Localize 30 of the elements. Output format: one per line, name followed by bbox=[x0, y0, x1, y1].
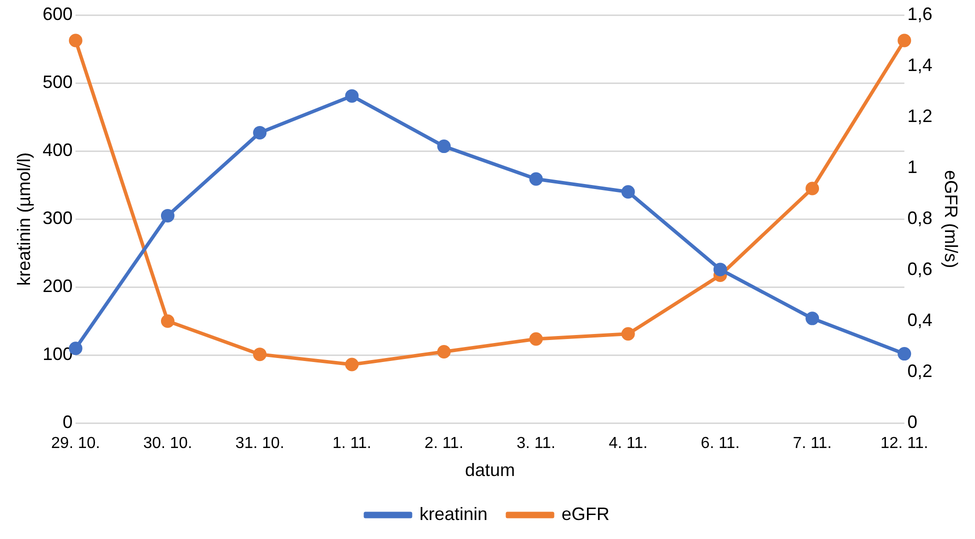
legend-label: eGFR bbox=[562, 504, 610, 524]
y-tick-label: 600 bbox=[42, 4, 73, 24]
x-tick-label: 4. 11. bbox=[608, 435, 648, 452]
x-tick-label: 3. 11. bbox=[516, 435, 556, 452]
y-tick-label: 300 bbox=[42, 208, 73, 228]
x-tick-label: 29. 10. bbox=[51, 435, 100, 452]
x-tick-label: 2. 11. bbox=[424, 435, 464, 452]
x-tick-label: 30. 10. bbox=[143, 435, 192, 452]
y2-tick-label: 0,8 bbox=[907, 208, 932, 228]
x-axis-title: datum bbox=[464, 460, 516, 480]
x-tick-label: 7. 11. bbox=[792, 435, 832, 452]
x-tick-label: 1. 11. bbox=[332, 435, 372, 452]
y-tick-label: 200 bbox=[42, 276, 73, 296]
y2-tick-label: 1,2 bbox=[907, 106, 932, 126]
y2-tick-label: 0,2 bbox=[907, 361, 932, 382]
legend-label: kreatinin bbox=[419, 504, 488, 524]
y-tick-label: 0 bbox=[62, 412, 73, 432]
x-tick-label: 31. 10. bbox=[235, 435, 284, 452]
y-tick-label: 500 bbox=[42, 72, 73, 92]
y2-axis-title: eGFR (ml/s) bbox=[941, 170, 962, 268]
x-tick-label: 6. 11. bbox=[700, 435, 740, 452]
y2-tick-label: 0 bbox=[907, 412, 918, 432]
y2-tick-label: 1,4 bbox=[907, 54, 932, 75]
y2-tick-label: 1,6 bbox=[907, 4, 932, 24]
y2-tick-label: 0,4 bbox=[907, 310, 932, 330]
y2-tick-label: 0,6 bbox=[907, 259, 932, 280]
y-axis-title: kreatinin (µmol/l) bbox=[14, 152, 34, 286]
x-tick-label: 12. 11. bbox=[880, 435, 928, 452]
y-tick-label: 400 bbox=[42, 140, 73, 160]
y2-tick-label: 1 bbox=[907, 157, 918, 178]
